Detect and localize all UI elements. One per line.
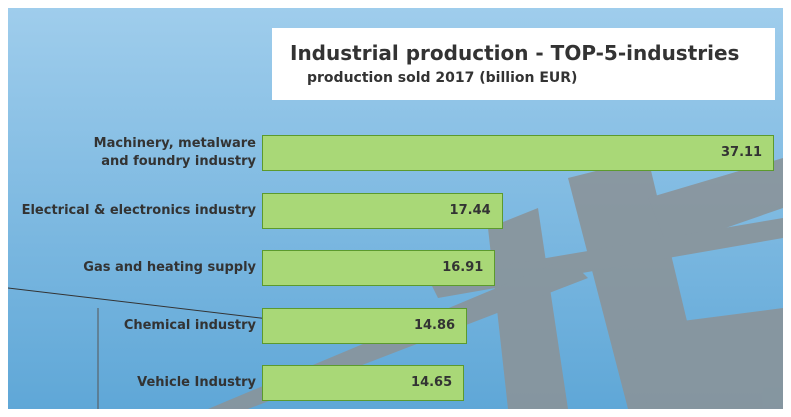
category-label: Electrical & electronics industry [21,202,256,218]
category-label: Vehicle Industry [137,375,256,390]
bar [262,250,496,286]
value-label: 14.65 [411,375,453,390]
chart-subtitle: production sold 2017 (billion EUR) [307,70,578,86]
bar [262,307,468,344]
value-label: 37.11 [720,145,763,160]
category-label: Gas and heating supply [83,260,256,275]
chart-title: Industrial production - TOP-5-industries [290,41,740,65]
category-label: Chemical industry [123,317,256,333]
title-box: Industrial production - TOP-5-industries… [272,28,775,100]
category-label: Machinery, metalware and foundry industr… [93,136,256,169]
value-label: 17.44 [449,202,491,218]
bar [262,192,503,229]
bar [262,135,775,171]
value-label: 16.91 [442,260,484,275]
bar [262,365,465,401]
value-label: 14.86 [413,317,456,333]
